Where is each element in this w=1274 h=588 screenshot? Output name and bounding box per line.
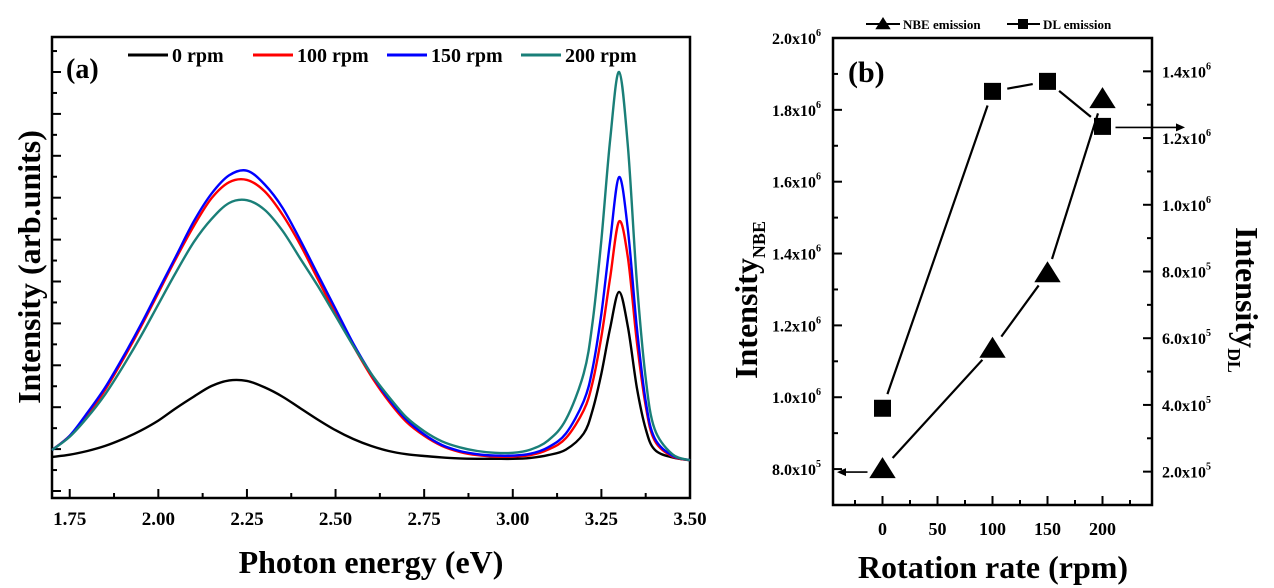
panel-b-right-y-ticks: 2.0x105 4.0x105 6.0x105 8.0x105 1.0x106 1.2x1…	[1143, 61, 1211, 482]
panel-a-label: (a)	[66, 54, 99, 85]
legend-label: 150 rpm	[431, 45, 503, 67]
panel-b-right-y-axis-title: IntensityDL	[1224, 227, 1265, 373]
y-right-tick-label: 1.0x106	[1162, 195, 1211, 215]
panel-a-frame	[50, 35, 692, 500]
panel-a-y-axis-title: Intensity (arb.units)	[11, 130, 47, 404]
y-left-tick-label: 2.0x106	[772, 28, 821, 48]
panel-a-y-ticks	[52, 50, 61, 492]
axis-arrows	[837, 123, 1185, 477]
triangle-marker	[979, 336, 1006, 358]
series-segment	[1000, 284, 1040, 338]
triangle-marker	[1034, 261, 1061, 283]
series-line-100-rpm	[51, 177, 691, 462]
y-left-tick-label: 1.8x106	[772, 100, 821, 120]
series-line-150-rpm	[51, 169, 691, 462]
x-tick-label: 2.00	[142, 509, 175, 530]
y-left-tick-label: 8.0x105	[772, 459, 821, 479]
x-tick-label: 3.25	[585, 509, 618, 530]
legend-label: 0 rpm	[172, 45, 224, 67]
nbe-arrow-head	[837, 468, 846, 477]
x-tick-label: 3.50	[673, 509, 706, 530]
panel-a-legend: 0 rpm 100 rpm 150 rpm 200 rpm	[128, 45, 637, 67]
x-tick-label: 3.00	[496, 509, 529, 530]
series-DL-emission	[874, 72, 1111, 417]
panel-b-left-y-axis-title: IntensityNBE	[728, 221, 769, 379]
y-right-tick-label: 4.0x105	[1162, 395, 1211, 415]
legend-label: 100 rpm	[297, 45, 369, 67]
x-tick-label: 100	[979, 519, 1006, 539]
panel-b: 8.0x105 1.0x106 1.2x106 1.4x106 1.6x106 1.8x1…	[728, 17, 1265, 585]
panel-b-series	[837, 72, 1185, 479]
series-segment	[891, 359, 984, 459]
x-tick-label: 150	[1034, 519, 1061, 539]
series-segment	[886, 105, 989, 395]
square-marker	[1039, 72, 1056, 90]
panel-a: 1.75 2.00 2.25 2.50 2.75 3.00 3.25 3.50 (a) 0 r…	[11, 35, 707, 580]
legend-dl-label: DL emission	[1043, 17, 1112, 32]
x-tick-label: 2.75	[408, 509, 441, 530]
y-left-tick-label: 1.4x106	[772, 244, 821, 264]
series-line-0-rpm	[51, 290, 691, 462]
left-y-title-subscript: NBE	[749, 221, 769, 258]
series-segment	[1007, 82, 1033, 90]
legend-nbe-label: NBE emission	[903, 17, 981, 32]
panel-b-label: (b)	[848, 56, 885, 89]
left-y-title-main: Intensity	[728, 258, 764, 379]
y-right-tick-label: 1.2x106	[1162, 128, 1211, 148]
triangle-marker	[869, 457, 896, 479]
y-left-tick-label: 1.0x106	[772, 387, 821, 407]
square-marker	[984, 82, 1001, 100]
y-right-tick-label: 6.0x105	[1162, 328, 1211, 348]
right-y-title-main: Intensity	[1229, 227, 1265, 348]
dl-arrow-head	[1176, 123, 1185, 132]
panel-b-x-ticks: 0 50 100 150 200	[854, 496, 1131, 539]
x-tick-label: 1.75	[53, 509, 86, 530]
x-tick-label: 2.25	[230, 509, 263, 530]
y-left-tick-label: 1.6x106	[772, 172, 821, 192]
legend-label: 200 rpm	[565, 45, 637, 67]
x-tick-label: 0	[878, 519, 887, 539]
y-right-tick-label: 8.0x105	[1162, 262, 1211, 282]
panel-b-left-y-ticks: 8.0x105 1.0x106 1.2x106 1.4x106 1.6x106 1.8x1…	[772, 28, 842, 479]
square-marker	[1094, 117, 1111, 135]
square-marker	[1018, 19, 1028, 29]
y-left-tick-label: 1.2x106	[772, 315, 821, 335]
panel-b-x-axis-title: Rotation rate (rpm)	[858, 549, 1128, 585]
series-NBE-emission	[869, 87, 1116, 479]
series-segment	[1050, 113, 1100, 260]
y-right-tick-label: 2.0x105	[1162, 462, 1211, 482]
x-tick-label: 2.50	[319, 509, 352, 530]
x-tick-label: 50	[929, 519, 947, 539]
y-right-tick-label: 1.4x106	[1162, 61, 1211, 81]
panel-a-x-ticks: 1.75 2.00 2.25 2.50 2.75 3.00 3.25 3.50	[53, 489, 707, 530]
right-y-title-subscript: DL	[1224, 348, 1244, 373]
square-marker	[874, 399, 891, 417]
panel-a-x-axis-title: Photon energy (eV)	[239, 544, 504, 580]
triangle-marker	[875, 17, 891, 30]
panel-a-curves	[51, 70, 691, 462]
panel-b-legend: NBE emission DL emission	[866, 17, 1112, 32]
triangle-marker	[1089, 87, 1116, 109]
series-segment	[1058, 90, 1092, 118]
x-tick-label: 200	[1089, 519, 1116, 539]
series-line-200-rpm	[51, 70, 691, 462]
